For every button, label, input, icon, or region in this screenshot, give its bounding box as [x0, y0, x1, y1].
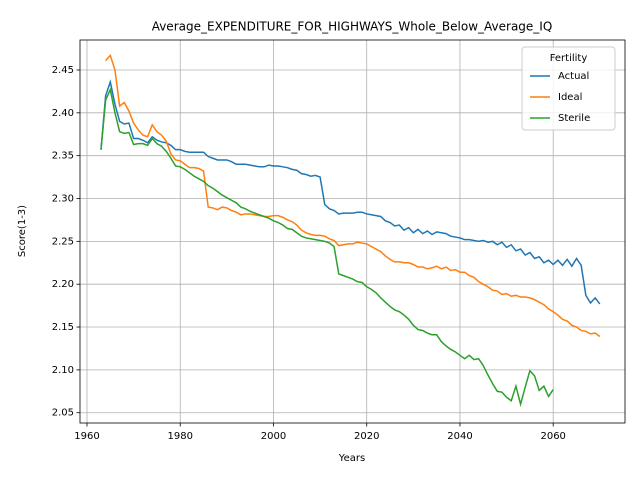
legend-box	[521, 46, 616, 131]
legend-label: Actual	[558, 71, 589, 82]
line	[100, 87, 554, 408]
line	[100, 79, 601, 305]
y-tick-label: 2.10	[52, 365, 74, 376]
legend-label: Sterile	[558, 113, 590, 124]
y-tick-label: 2.40	[52, 108, 74, 119]
legend-label: Ideal	[558, 92, 582, 103]
legend-title: Fertility	[550, 53, 588, 64]
line	[105, 53, 601, 338]
y-tick-label: 2.05	[52, 408, 74, 419]
y-tick-label: 2.35	[52, 151, 74, 162]
y-tick-label: 2.25	[52, 236, 74, 247]
x-tick-label: 2000	[261, 431, 286, 442]
plot-frame	[79, 39, 626, 424]
x-tick-label: 1960	[74, 431, 99, 442]
y-tick-label: 2.15	[52, 322, 74, 333]
y-axis-label: Score(1-3)	[17, 205, 28, 257]
x-tick-label: 1980	[168, 431, 193, 442]
y-tick-label: 2.30	[52, 194, 74, 205]
x-tick-label: 2040	[447, 431, 472, 442]
x-tick-label: 2020	[354, 431, 379, 442]
chart-title: Average_EXPENDITURE_FOR_HIGHWAYS_Whole_B…	[152, 20, 553, 34]
x-axis-label: Years	[338, 453, 365, 464]
y-tick-label: 2.20	[52, 279, 74, 290]
x-tick-label: 2060	[540, 431, 565, 442]
y-tick-label: 2.45	[52, 65, 74, 76]
